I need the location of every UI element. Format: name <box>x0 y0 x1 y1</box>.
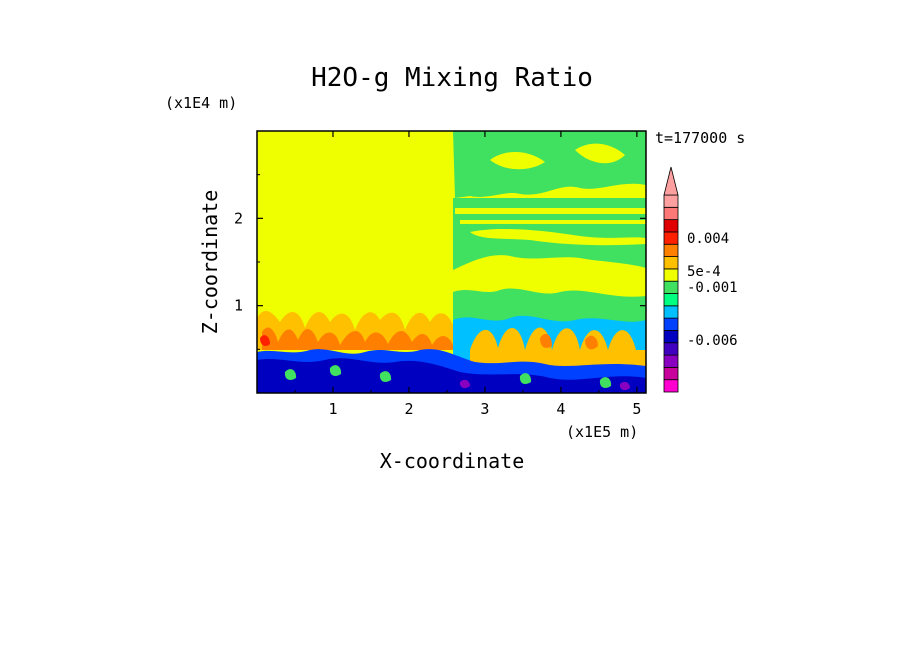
y-axis-label: Z-coordinate <box>198 190 222 335</box>
colorbar-swatch <box>663 293 679 307</box>
yellow-stripe-2 <box>460 220 646 224</box>
colorbar-swatch <box>663 194 679 208</box>
darkblue-layer <box>257 358 646 393</box>
colorbar: 0.004 5e-4-0.001 -0.006 <box>663 166 738 393</box>
colorbar-label: 0.004 <box>687 231 729 247</box>
yellow-stripe-1 <box>455 208 646 214</box>
colorbar-swatch <box>663 219 679 233</box>
yellow-patch-3 <box>470 229 646 246</box>
x-axis-ticks: 1 2 3 4 5 <box>294 131 641 418</box>
y-tick-label: 1 <box>234 297 243 315</box>
colorbar-swatch <box>663 243 679 257</box>
colorbar-swatch <box>663 366 679 381</box>
orange-plumes-right <box>470 327 646 372</box>
colorbar-swatch <box>663 256 679 270</box>
yellow-patch-2 <box>575 143 625 164</box>
colorbar-extend-arrow <box>663 166 679 196</box>
colorbar-swatch <box>663 342 679 356</box>
y-unit-label: (x1E4 m) <box>165 94 237 112</box>
x-axis-label: X-coordinate <box>380 449 525 473</box>
colorbar-swatch <box>663 317 679 331</box>
colorbar-label: -0.006 <box>687 333 738 349</box>
x-tick-label: 2 <box>404 400 413 418</box>
colorbar-swatch <box>663 206 679 221</box>
red-plumes-left <box>262 327 453 350</box>
x-tick-label: 1 <box>328 400 337 418</box>
time-label: t=177000 s <box>655 129 745 147</box>
colorbar-swatch <box>663 280 679 294</box>
heatmap-field <box>257 131 646 393</box>
x-tick-label: 3 <box>480 400 489 418</box>
red-spot-left <box>260 335 270 346</box>
orange-deep-right <box>540 333 598 350</box>
x-unit-label: (x1E5 m) <box>566 423 638 441</box>
colorbar-label: -0.001 <box>687 280 738 296</box>
x-tick-label: 4 <box>556 400 565 418</box>
yellow-patch-1 <box>490 151 545 170</box>
y-axis-ticks: 12 <box>234 174 646 350</box>
colorbar-swatch <box>663 354 679 368</box>
colorbar-swatch <box>663 330 679 344</box>
x-tick-label: 5 <box>632 400 641 418</box>
colorbar-swatch <box>663 305 679 319</box>
colorbar-swatch <box>663 231 679 245</box>
colorbar-swatch <box>663 268 679 282</box>
y-tick-label: 2 <box>234 209 243 227</box>
colorbar-label: 5e-4 <box>687 264 721 280</box>
green-bubbles <box>284 365 612 388</box>
chart-title: H2O-g Mixing Ratio <box>311 63 593 93</box>
colorbar-swatch <box>663 379 679 393</box>
